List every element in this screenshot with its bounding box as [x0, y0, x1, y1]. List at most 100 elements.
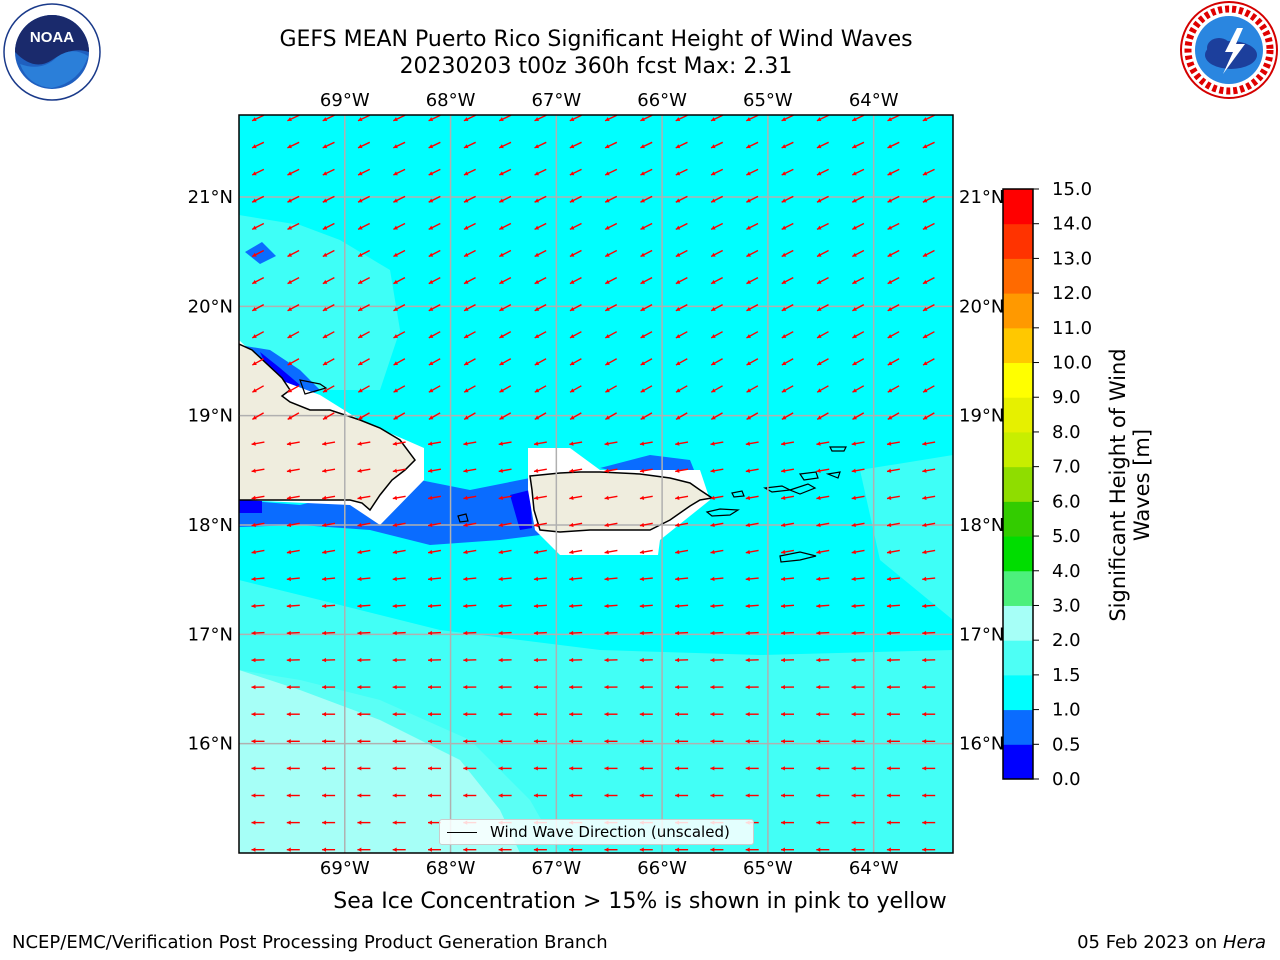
wave-arrow-head: [922, 252, 928, 257]
lon-label-bottom: 67°W: [531, 858, 581, 879]
wave-arrow-head: [357, 684, 362, 690]
colorbar-tick-label: 7.0: [1052, 457, 1081, 478]
colorbar-tick-label: 1.5: [1052, 665, 1081, 686]
wave-arrow: [322, 712, 336, 717]
wave-arrow-head: [357, 820, 362, 825]
wave-arrow-head: [675, 522, 680, 528]
wave-arrow-head: [428, 576, 433, 582]
wave-arrow: [851, 495, 865, 500]
wave-arrow: [427, 630, 442, 636]
wave-arrow-head: [498, 657, 503, 663]
wave-arrow: [498, 115, 512, 122]
wave-arrow-head: [392, 576, 397, 582]
wave-arrow: [886, 495, 900, 500]
wave-arrow: [886, 820, 900, 825]
wave-arrow-head: [463, 630, 468, 636]
wave-arrow: [357, 441, 371, 446]
wave-arrow: [322, 820, 336, 825]
wave-arrow-head: [852, 415, 857, 420]
wave-arrow: [499, 385, 512, 393]
wave-arrow: [639, 684, 653, 690]
wave-arrow-head: [533, 576, 539, 582]
wave-arrow-head: [286, 766, 291, 771]
wave-arrow: [393, 276, 406, 285]
wave-arrow-head: [781, 468, 786, 473]
wave-arrow: [357, 766, 371, 771]
wave-arrow-head: [322, 603, 327, 609]
wave-arrow-head: [816, 630, 821, 636]
wave-arrow: [287, 276, 300, 285]
wave-arrow: [322, 603, 336, 609]
wave-arrow: [639, 495, 653, 500]
wave-arrow-head: [463, 739, 468, 744]
wave-arrow-head: [464, 361, 469, 366]
wave-arrow-head: [251, 630, 256, 636]
wave-arrow: [357, 630, 371, 636]
wave-arrow-head: [569, 198, 575, 203]
wave-arrow: [569, 115, 582, 122]
wave-arrow: [322, 576, 336, 582]
noaa-logo: NOAA: [3, 3, 101, 101]
wave-arrow-head: [886, 522, 892, 528]
wave-arrow: [569, 793, 583, 798]
wave-arrow-head: [499, 171, 504, 176]
wave-arrow: [816, 495, 830, 500]
wave-arrow: [569, 712, 583, 717]
wave-arrow-head: [604, 657, 609, 663]
wave-arrow-head: [745, 630, 750, 636]
wave-arrow-head: [816, 766, 821, 771]
wave-arrow: [852, 276, 865, 285]
wave-arrow: [251, 441, 265, 446]
wave-arrow: [569, 412, 582, 420]
wave-arrow-head: [393, 252, 398, 257]
wave-arrow: [427, 522, 442, 528]
wave-arrow-head: [357, 712, 362, 717]
wave-arrow: [569, 249, 582, 258]
wave-arrow-head: [781, 334, 787, 338]
wave-arrow-head: [463, 171, 469, 176]
wave-arrow-head: [852, 171, 857, 176]
wave-arrow: [922, 115, 935, 122]
wave-arrow-head: [604, 847, 609, 852]
wave-arrow-head: [852, 388, 857, 393]
wave-arrow-head: [252, 171, 257, 176]
wave-arrow: [357, 657, 371, 663]
wave-arrow: [851, 168, 865, 176]
wave-arrow: [463, 168, 476, 176]
colorbar-segment: [1003, 362, 1033, 398]
wave-arrow: [816, 576, 830, 582]
wave-arrow: [322, 793, 336, 798]
wave-arrow-head: [922, 603, 927, 609]
wave-arrow: [675, 222, 688, 230]
wave-arrow-head: [569, 144, 575, 149]
wave-arrow-head: [851, 766, 856, 771]
wave-arrow-head: [886, 684, 891, 690]
wave-arrow-head: [852, 225, 857, 230]
wave-arrow: [499, 276, 512, 285]
wave-arrow: [251, 712, 265, 717]
wave-arrow: [393, 412, 406, 420]
wave-arrow: [569, 385, 582, 393]
wave-arrow-head: [533, 549, 539, 555]
wave-arrow: [922, 793, 936, 798]
wave-arrow-head: [286, 495, 292, 500]
wave-arrow: [604, 468, 618, 473]
wave-arrow-head: [358, 279, 363, 284]
wave-arrow: [392, 847, 406, 852]
wave-arrow-head: [569, 441, 574, 446]
wave-arrow-head: [781, 739, 785, 744]
wave-arrow: [322, 304, 335, 312]
wave-arrow: [463, 549, 477, 555]
wave-arrow-head: [816, 198, 822, 203]
colorbar-tick-label: 2.0: [1052, 630, 1081, 651]
wave-arrow-head: [357, 630, 362, 636]
wave-arrow-head: [851, 712, 856, 717]
wave-arrow: [675, 766, 689, 771]
wave-arrow-head: [781, 793, 785, 798]
wave-arrow: [287, 358, 300, 366]
wave-arrow-head: [604, 576, 609, 582]
wave-arrow: [675, 793, 689, 798]
wave-arrow-head: [287, 388, 293, 393]
wave-arrow: [463, 331, 476, 339]
wave-arrow-head: [922, 441, 927, 446]
